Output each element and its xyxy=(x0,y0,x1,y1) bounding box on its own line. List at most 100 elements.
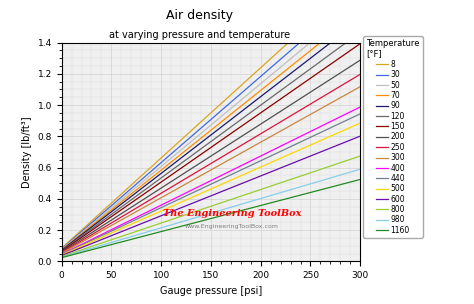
980 xyxy=(60,255,65,259)
980 xyxy=(329,176,335,179)
150 xyxy=(237,126,242,130)
Y-axis label: Density [lb/ft³]: Density [lb/ft³] xyxy=(22,116,32,188)
500 xyxy=(242,172,247,176)
800 xyxy=(59,255,64,258)
90 xyxy=(357,18,363,22)
800 xyxy=(236,195,241,199)
800 xyxy=(242,193,247,197)
50 xyxy=(310,38,316,42)
120 xyxy=(329,51,335,55)
250 xyxy=(242,142,247,145)
250 xyxy=(60,250,65,254)
1160 xyxy=(236,209,241,213)
200 xyxy=(60,250,65,253)
1160 xyxy=(357,178,363,181)
500 xyxy=(237,174,242,178)
30 xyxy=(329,13,335,16)
8 xyxy=(60,245,65,249)
30 xyxy=(60,246,65,250)
300 xyxy=(59,251,64,255)
200 xyxy=(329,76,335,80)
Text: at varying pressure and temperature: at varying pressure and temperature xyxy=(109,30,290,40)
Line: 600: 600 xyxy=(62,136,360,256)
Line: 70: 70 xyxy=(62,11,360,250)
1160 xyxy=(310,190,316,194)
70 xyxy=(236,106,241,110)
440 xyxy=(236,169,241,173)
800 xyxy=(310,170,316,174)
300 xyxy=(357,85,363,88)
70 xyxy=(237,105,242,109)
440 xyxy=(310,134,316,138)
Line: 440: 440 xyxy=(62,114,360,254)
50 xyxy=(357,0,363,3)
120 xyxy=(60,248,65,252)
600 xyxy=(329,146,335,149)
500 xyxy=(357,121,363,125)
400 xyxy=(357,105,363,109)
250 xyxy=(310,101,316,104)
300 xyxy=(242,150,247,153)
150 xyxy=(357,42,363,45)
600 xyxy=(310,153,316,157)
70 xyxy=(59,248,64,251)
Line: 400: 400 xyxy=(62,107,360,254)
30 xyxy=(236,94,241,98)
440 xyxy=(60,252,65,256)
30 xyxy=(242,89,247,92)
300 xyxy=(236,153,241,157)
70 xyxy=(242,102,247,105)
150 xyxy=(236,126,241,130)
50 xyxy=(59,247,64,251)
300 xyxy=(329,100,335,104)
200 xyxy=(236,136,241,140)
Text: www.EngineeringToolBox.com: www.EngineeringToolBox.com xyxy=(185,224,279,229)
400 xyxy=(59,252,64,256)
90 xyxy=(310,54,316,58)
120 xyxy=(310,65,316,68)
50 xyxy=(60,247,65,250)
90 xyxy=(242,107,247,111)
1160 xyxy=(242,208,247,212)
250 xyxy=(237,145,242,148)
980 xyxy=(242,202,247,205)
800 xyxy=(237,195,242,199)
1160 xyxy=(59,256,64,259)
250 xyxy=(357,72,363,76)
200 xyxy=(357,58,363,62)
150 xyxy=(329,61,335,65)
250 xyxy=(236,145,241,149)
8 xyxy=(329,1,335,5)
600 xyxy=(59,254,64,257)
1160 xyxy=(237,209,242,213)
50 xyxy=(236,100,241,104)
400 xyxy=(60,252,65,256)
800 xyxy=(60,254,65,258)
980 xyxy=(59,255,64,259)
250 xyxy=(59,251,64,254)
30 xyxy=(59,247,64,250)
300 xyxy=(237,152,242,156)
500 xyxy=(236,175,241,179)
120 xyxy=(357,30,363,34)
200 xyxy=(59,250,64,254)
500 xyxy=(329,133,335,137)
200 xyxy=(237,136,242,140)
Line: 1160: 1160 xyxy=(62,179,360,257)
Line: 980: 980 xyxy=(62,169,360,257)
400 xyxy=(329,119,335,123)
200 xyxy=(242,133,247,136)
300 xyxy=(310,111,316,115)
Line: 500: 500 xyxy=(62,123,360,255)
70 xyxy=(310,47,316,50)
Line: 200: 200 xyxy=(62,60,360,252)
X-axis label: Gauge pressure [psi]: Gauge pressure [psi] xyxy=(160,286,262,296)
440 xyxy=(237,169,242,173)
400 xyxy=(310,128,316,132)
8 xyxy=(236,86,241,90)
440 xyxy=(59,253,64,256)
90 xyxy=(237,111,242,115)
Line: 30: 30 xyxy=(62,0,360,249)
400 xyxy=(236,165,241,169)
8 xyxy=(237,85,242,89)
